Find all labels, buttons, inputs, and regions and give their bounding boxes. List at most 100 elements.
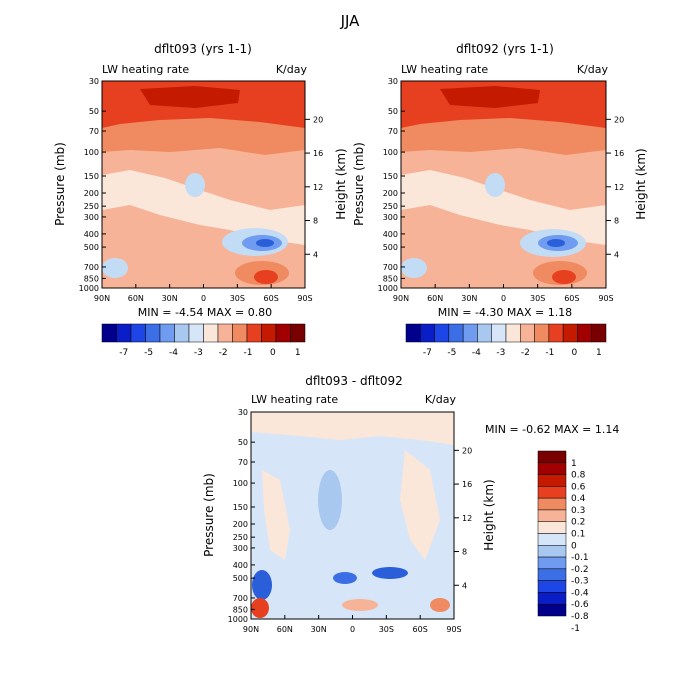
y-tick-label: 70 <box>238 458 248 467</box>
colorbar-swatch <box>537 545 567 558</box>
left-label: LW heating rate <box>251 393 338 406</box>
y-axis-label: Pressure (mb) <box>53 142 67 226</box>
y-tick-label: 500 <box>383 243 398 252</box>
colorbar-label: 1 <box>571 459 577 469</box>
panel-difference: dflt093 - dflt092 LW heating rate K/day … <box>202 374 619 634</box>
colorbar-swatch <box>462 323 478 343</box>
colorbar-swatch <box>174 323 190 343</box>
colorbar-label: -2 <box>219 348 228 358</box>
colorbar-swatch <box>537 497 567 511</box>
colorbar-swatch <box>537 521 567 534</box>
y-tick-label: 850 <box>233 605 248 614</box>
y-tick-label: 300 <box>84 213 99 222</box>
colorbar-label: -0.1 <box>571 553 589 563</box>
y-tick-label: 250 <box>233 533 248 542</box>
y-tick-label: 500 <box>233 574 248 583</box>
contour-upper-deep <box>440 86 540 108</box>
x-tick-label: 0 <box>501 294 506 303</box>
colorbar-swatch <box>577 323 592 343</box>
y-axis-label-right: Height (km) <box>634 148 648 219</box>
x-tick-label: 30S <box>379 625 394 634</box>
x-tick-label: 60N <box>128 294 144 303</box>
heatmap-field <box>250 411 455 620</box>
colorbar-label: 0 <box>270 348 276 358</box>
stats-text: MIN = -4.30 MAX = 1.18 <box>438 306 572 319</box>
colorbar-label: -0.8 <box>571 612 589 622</box>
heatmap-field <box>400 80 607 289</box>
y-right-tick-label: 20 <box>462 446 472 455</box>
x-tick-label: 90S <box>297 294 312 303</box>
colorbar-label: 0.2 <box>571 518 585 528</box>
y-tick-label: 700 <box>383 263 398 272</box>
y-right-tick-label: 16 <box>614 149 624 158</box>
y-tick-label: 50 <box>89 107 99 116</box>
colorbar-swatch <box>548 323 564 343</box>
y-tick-label: 70 <box>89 127 99 136</box>
contour-red-bottom-core <box>552 270 576 284</box>
colorbar-swatch <box>290 323 306 343</box>
y-tick-label: 850 <box>383 274 398 283</box>
colorbar-label: -3 <box>194 348 203 358</box>
unit-label: K/day <box>577 63 609 76</box>
y-tick-label: 1000 <box>228 615 248 624</box>
colorbar-label: -2 <box>521 348 530 358</box>
x-tick-label: 30N <box>311 625 327 634</box>
y-axis-label: Pressure (mb) <box>352 142 366 226</box>
panel-title: dflt092 (yrs 1-1) <box>456 42 554 56</box>
y-tick-label: 200 <box>84 189 99 198</box>
colorbar-swatch <box>537 603 567 617</box>
colorbar-label: -4 <box>472 348 481 358</box>
y-tick-label: 50 <box>388 107 398 116</box>
y-right-tick-label: 8 <box>313 217 318 226</box>
contour-blue-corner <box>252 570 272 600</box>
unit-label: K/day <box>425 393 457 406</box>
y-right-tick-label: 8 <box>614 217 619 226</box>
contour-blue-mid <box>485 173 505 197</box>
colorbar-label: -1 <box>571 624 580 634</box>
y-tick-label: 500 <box>84 243 99 252</box>
x-tick-label: 60S <box>564 294 579 303</box>
x-tick-label: 0 <box>201 294 206 303</box>
contour-red-corner <box>251 598 269 618</box>
colorbar-swatch <box>275 323 291 343</box>
x-tick-label: 60S <box>264 294 279 303</box>
page-title: JJA <box>340 12 361 30</box>
y-right-tick-label: 8 <box>462 548 467 557</box>
panel-title: dflt093 - dflt092 <box>305 374 403 388</box>
stats-text: MIN = -0.62 MAX = 1.14 <box>485 423 619 436</box>
colorbar-label: 0.8 <box>571 471 586 481</box>
x-tick-label: 60N <box>277 625 293 634</box>
colorbar-label: -1 <box>244 348 253 358</box>
x-tick-label: 90N <box>94 294 110 303</box>
colorbar-label: 1 <box>295 348 301 358</box>
colorbar-swatch <box>537 450 567 464</box>
colorbar-swatch <box>130 323 146 343</box>
colorbar-swatch <box>232 323 248 343</box>
colorbar-label: -0.4 <box>571 588 589 598</box>
colorbar-label: 1 <box>596 348 602 358</box>
y-right-tick-label: 16 <box>462 480 472 489</box>
colorbar-swatch <box>537 474 567 487</box>
left-label: LW heating rate <box>401 63 488 76</box>
stats-text: MIN = -4.54 MAX = 0.80 <box>138 306 272 319</box>
y-tick-label: 100 <box>84 148 99 157</box>
y-tick-label: 1000 <box>79 284 99 293</box>
y-tick-label: 30 <box>388 77 398 86</box>
colorbar-swatch <box>534 323 550 343</box>
colorbar-swatch <box>505 323 521 343</box>
contour-blue-left <box>102 258 128 278</box>
colorbar-swatch <box>537 509 567 522</box>
y-right-tick-label: 16 <box>313 149 323 158</box>
colorbar-swatch <box>537 556 567 570</box>
left-label: LW heating rate <box>102 63 189 76</box>
x-tick-label: 30N <box>461 294 477 303</box>
contour-upper-deep <box>140 86 240 108</box>
colorbar-swatch <box>537 533 567 546</box>
colorbar-swatch <box>217 323 233 343</box>
colorbar-swatch <box>405 323 421 343</box>
y-tick-label: 150 <box>84 172 99 181</box>
contour-pale-red-upper <box>251 412 454 445</box>
y-tick-label: 300 <box>383 213 398 222</box>
